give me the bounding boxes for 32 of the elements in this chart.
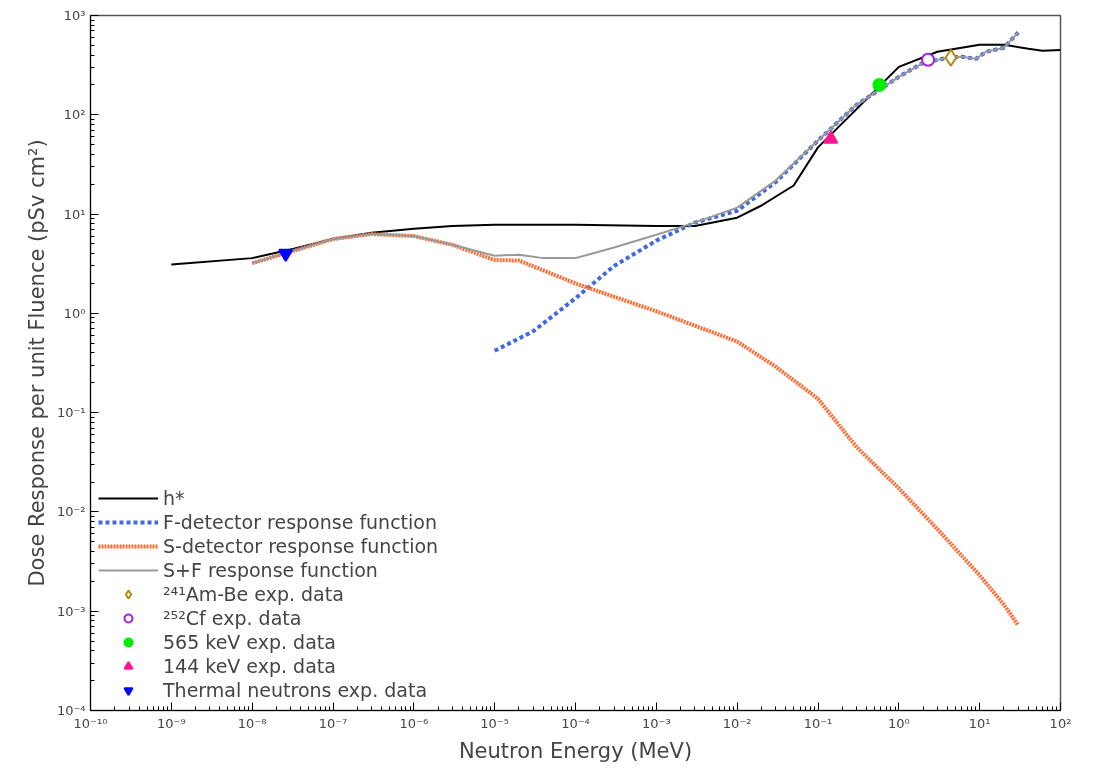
y-tick-label: 10⁻³ (56, 603, 86, 619)
y-tick-label: 10³ (63, 8, 86, 23)
x-tick-label: 10¹ (968, 715, 991, 731)
legend-label: h* (163, 486, 185, 510)
x-tick-label: 10⁻³ (642, 715, 671, 731)
x-tick-label: 10⁻⁵ (480, 715, 509, 731)
legend-label: ²⁴¹Am-Be exp. data (163, 582, 344, 606)
x-tick-label: 10⁻¹⁰ (73, 715, 108, 731)
legend-label: Thermal neutrons exp. data (163, 678, 428, 702)
x-tick-label: 10⁻⁴ (561, 715, 590, 731)
x-tick-label: 10⁻⁸ (237, 715, 267, 731)
x-tick-label: 10⁰ (887, 715, 910, 731)
y-tick-label: 10⁻⁴ (56, 703, 86, 718)
legend-label: S-detector response function (163, 534, 439, 558)
x-axis-title: Neutron Energy (MeV) (458, 738, 693, 763)
y-tick-label: 10⁻¹ (56, 405, 86, 421)
x-tick-label: 10² (1049, 715, 1072, 731)
legend-label: S+F response function (163, 558, 378, 582)
x-tick-label: 10⁻⁶ (399, 715, 429, 731)
x-tick-label: 10⁻⁹ (157, 715, 186, 731)
y-tick-label: 10¹ (63, 206, 86, 222)
legend-label: 144 keV exp. data (163, 654, 336, 678)
x-tick-label: 10⁻¹ (803, 715, 833, 731)
y-axis-title: Dose Response per unit Fluence (pSv cm²) (24, 139, 49, 587)
y-tick-label: 10⁻² (56, 504, 86, 520)
y-tick-label: 10⁰ (63, 305, 86, 321)
legend-label: F-detector response function (163, 510, 437, 534)
y-tick-label: 10² (63, 107, 86, 123)
x-tick-label: 10⁻⁷ (318, 715, 348, 731)
x-tick-label: 10⁻² (722, 715, 752, 731)
legend-label: ²⁵²Cf exp. data (163, 606, 302, 630)
legend-label: 565 keV exp. data (163, 630, 336, 654)
